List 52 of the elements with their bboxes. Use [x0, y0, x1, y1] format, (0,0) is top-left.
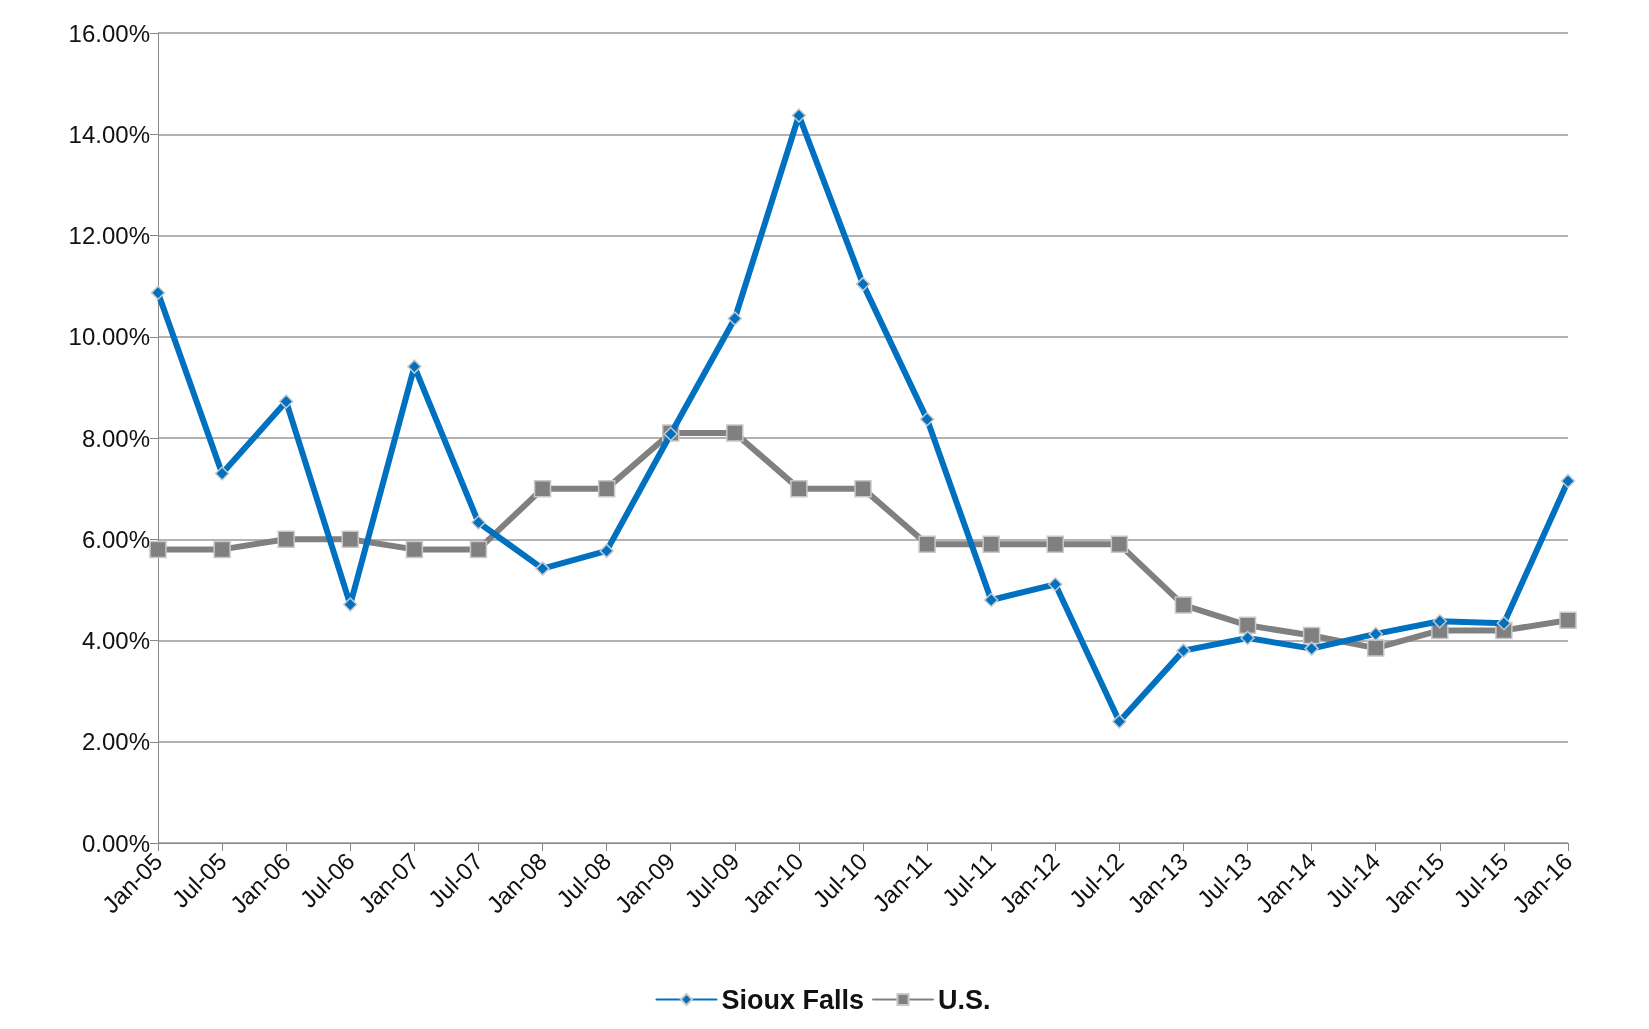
y-tick-label: 8.00% — [81, 424, 150, 452]
point — [1048, 577, 1063, 592]
point — [1304, 641, 1319, 656]
point — [982, 535, 1000, 554]
point — [1176, 643, 1191, 658]
point — [918, 535, 936, 554]
point — [1046, 535, 1065, 554]
point — [599, 543, 614, 559]
y-tick-label: 6.00% — [81, 525, 150, 553]
point — [405, 540, 424, 559]
point — [597, 479, 616, 498]
legend-label: Sioux Falls — [721, 984, 865, 1015]
point — [214, 466, 230, 481]
point — [343, 597, 358, 612]
point — [1238, 616, 1257, 635]
point — [790, 479, 808, 498]
y-tick-label: 2.00% — [81, 728, 150, 756]
point — [1368, 626, 1383, 642]
y-tick-label: 10.00% — [68, 323, 150, 351]
point — [1366, 639, 1385, 657]
y-tick-label: 4.00% — [81, 627, 150, 654]
point — [983, 592, 999, 608]
point — [471, 515, 486, 530]
y-tick-label: 14.00% — [68, 120, 150, 148]
point — [407, 359, 422, 374]
point — [1496, 616, 1512, 631]
point — [1240, 630, 1255, 646]
point — [1559, 611, 1577, 629]
point — [341, 530, 360, 548]
y-tick-label: 12.00% — [68, 222, 150, 249]
legend-label: U.S. — [938, 984, 991, 1015]
point — [727, 311, 743, 326]
point — [469, 540, 488, 559]
point — [535, 561, 550, 576]
point — [919, 412, 935, 427]
point — [533, 479, 552, 498]
y-tick-label: 16.00% — [68, 19, 150, 47]
point — [1174, 596, 1193, 614]
point — [855, 276, 871, 292]
point — [1560, 473, 1576, 489]
point — [791, 108, 807, 123]
point — [854, 479, 872, 498]
point — [726, 424, 744, 442]
point — [1110, 535, 1129, 554]
point — [149, 540, 167, 559]
point — [277, 530, 295, 548]
point — [278, 394, 294, 409]
point — [150, 285, 166, 300]
point — [1432, 614, 1448, 629]
point — [1302, 626, 1321, 645]
point — [213, 540, 231, 559]
point — [1112, 714, 1127, 729]
